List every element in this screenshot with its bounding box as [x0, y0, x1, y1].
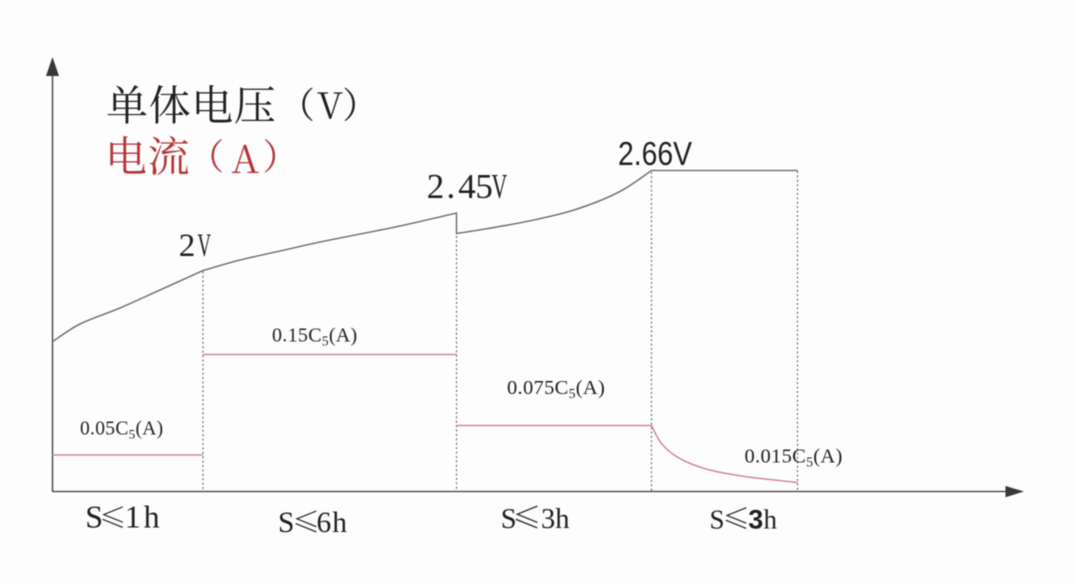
svg-text:0.05C5(A): 0.05C5(A) [80, 419, 163, 442]
svg-text:0.075C5(A): 0.075C5(A) [507, 377, 605, 401]
svg-text:3h: 3h [541, 504, 570, 535]
svg-text:3: 3 [748, 505, 763, 535]
svg-text:1h: 1h [125, 499, 163, 535]
svg-text:S: S [501, 504, 517, 535]
svg-text:h: h [764, 505, 778, 535]
svg-text:2.45: 2.45 [427, 167, 493, 206]
svg-text:V: V [198, 228, 212, 264]
svg-text:S: S [278, 507, 294, 539]
svg-text:V: V [492, 167, 508, 206]
svg-text:S: S [710, 505, 725, 535]
svg-text:0.015C5(A): 0.015C5(A) [745, 446, 843, 470]
svg-text:S: S [85, 499, 103, 535]
svg-text:0.15C5(A): 0.15C5(A) [272, 325, 358, 349]
svg-text:6h: 6h [317, 507, 349, 539]
svg-text:2: 2 [179, 228, 196, 264]
svg-text:2.66V: 2.66V [618, 135, 692, 172]
